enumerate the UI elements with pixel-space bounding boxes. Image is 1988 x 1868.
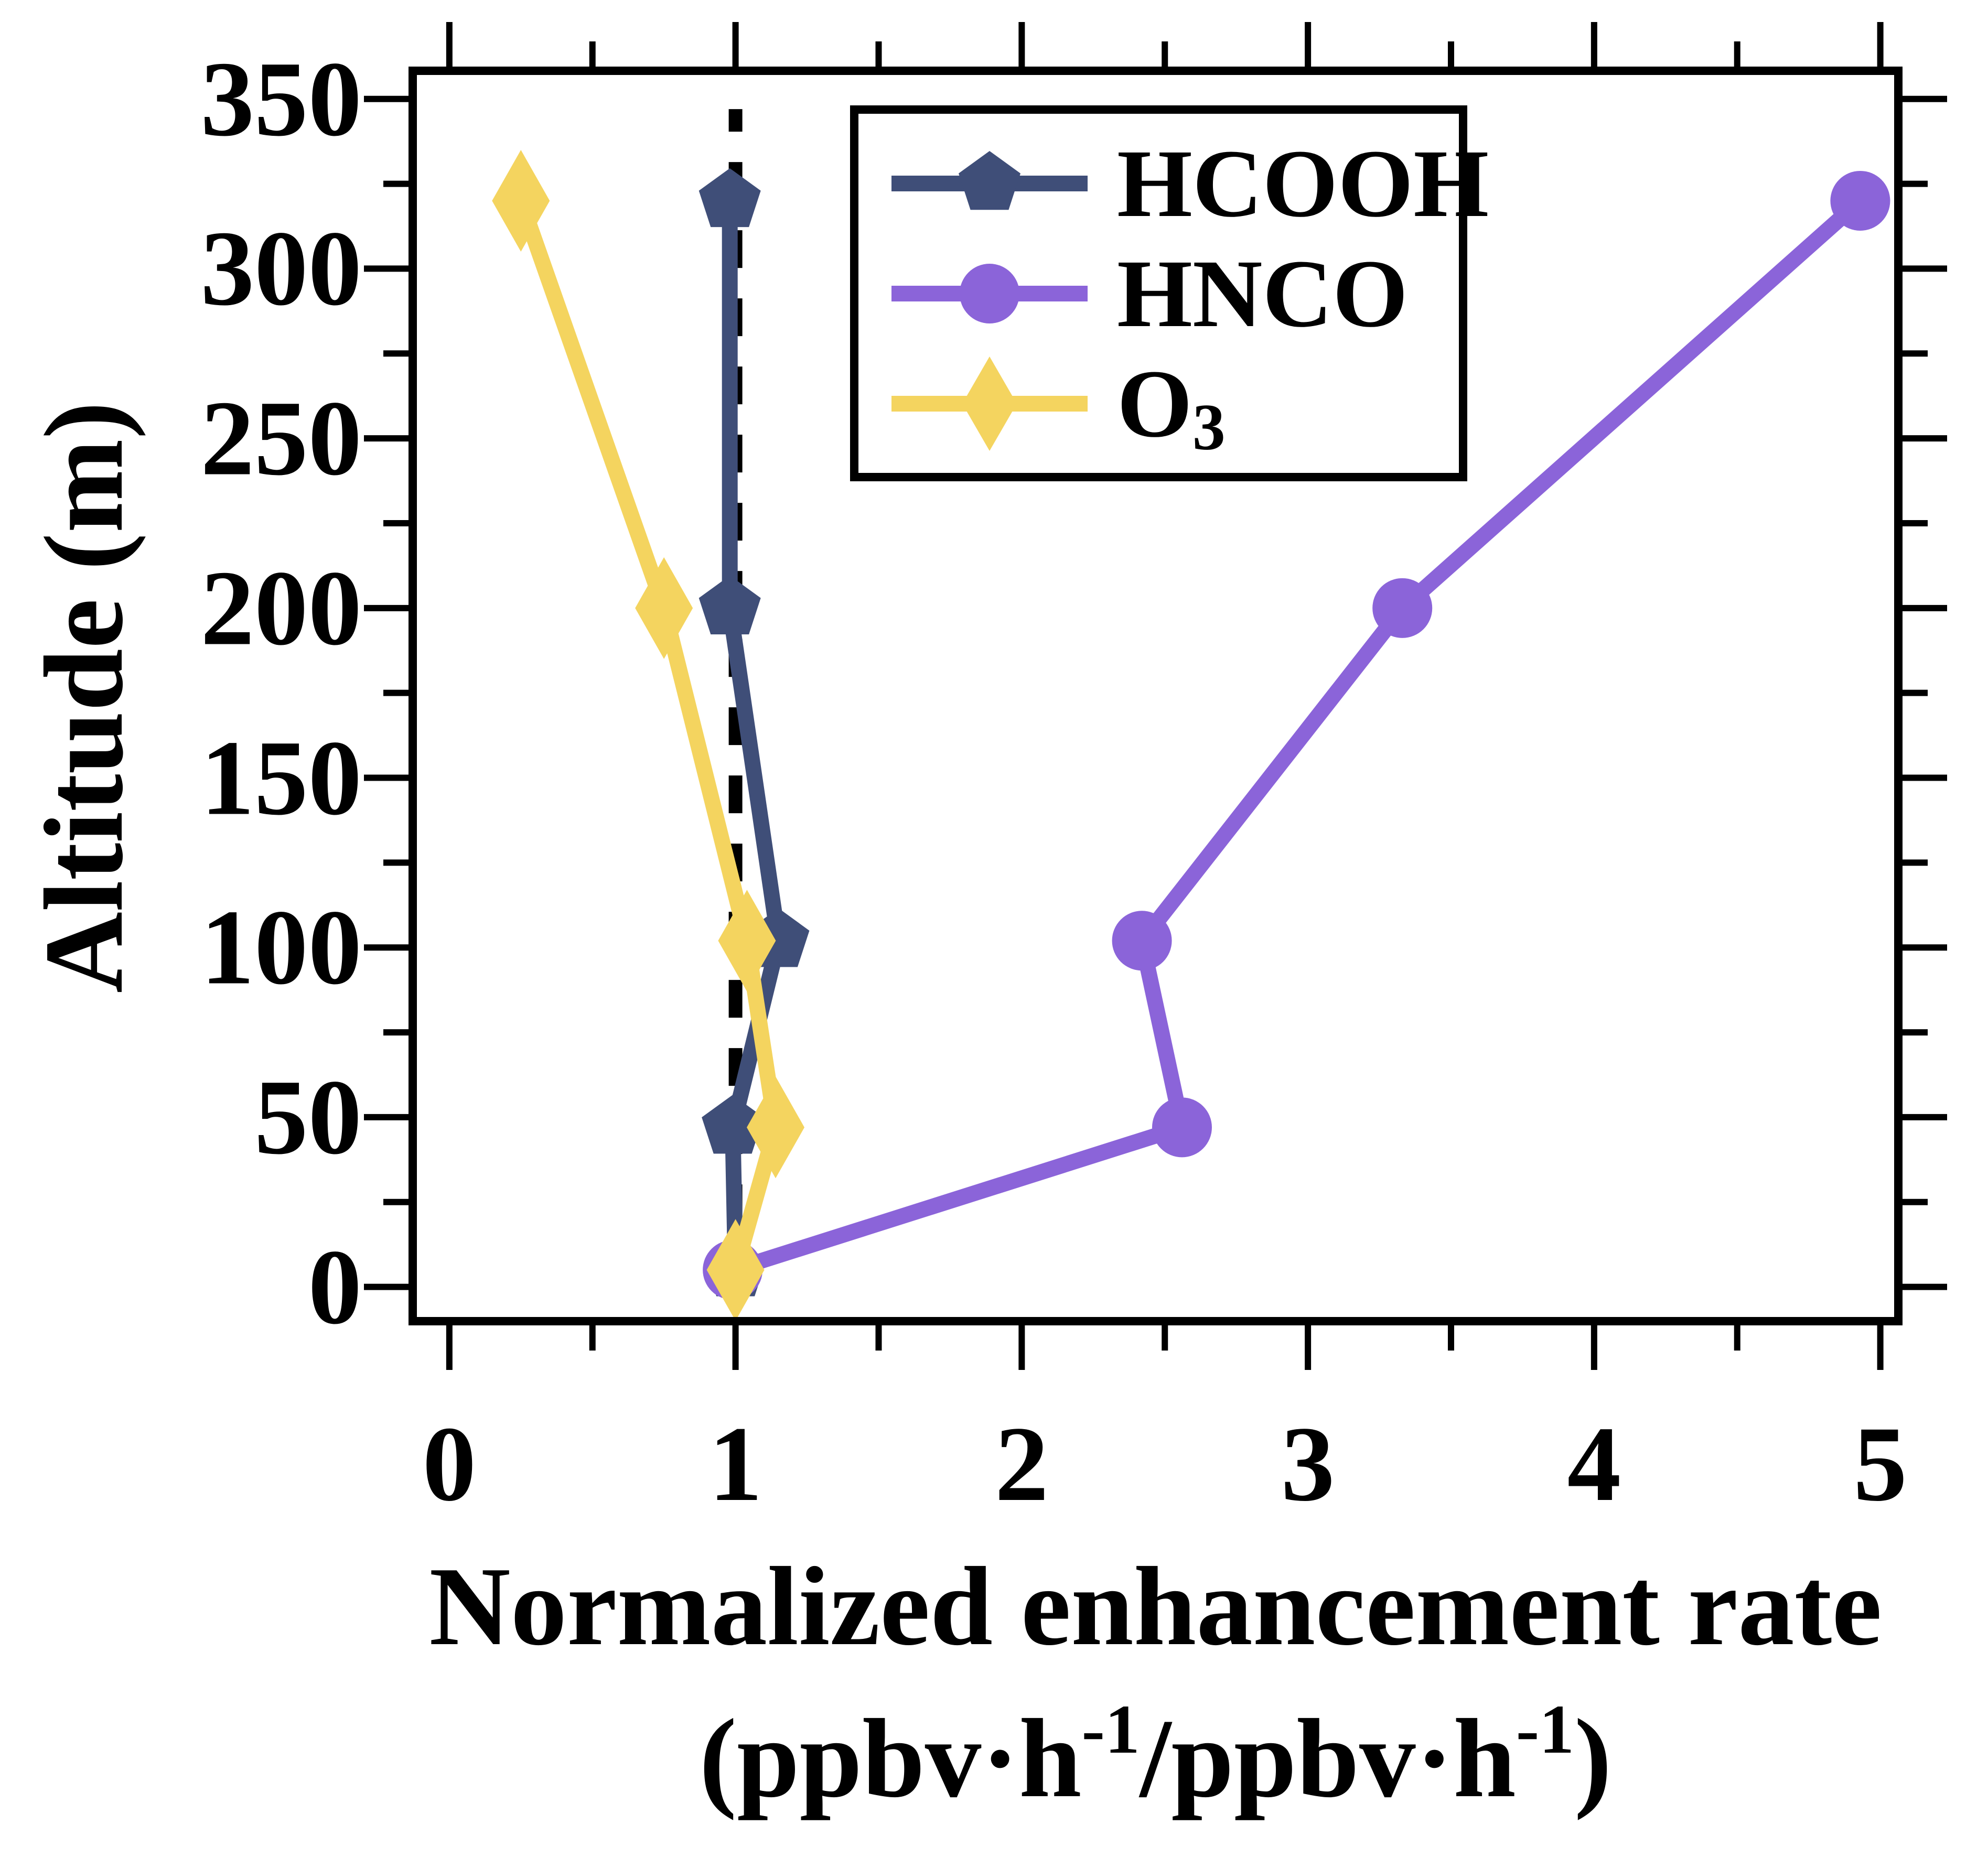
- legend-item-hcooh: HCOOH: [887, 128, 1489, 239]
- legend-item-o3: O3: [887, 349, 1459, 464]
- unit-text: (ppbv·h: [699, 1696, 1082, 1821]
- x-axis-title-line2: (ppbv·h-1/ppbv·h-1): [413, 1690, 1898, 1823]
- x-tick-label: 2: [995, 1405, 1049, 1524]
- legend-box: HCOOH HNCO O3: [850, 105, 1489, 481]
- y-tick-label: 100: [200, 888, 362, 1007]
- x-tick-label: 4: [1567, 1405, 1621, 1524]
- hcooh-pentagon-icon: [891, 151, 1088, 210]
- unit-text: ): [1574, 1696, 1612, 1821]
- hnco-circle-icon: [891, 264, 1088, 323]
- legend-label-hnco: HNCO: [1117, 240, 1408, 348]
- x-tick-label: 3: [1281, 1405, 1335, 1524]
- y-axis-title: Altitude (m): [21, 401, 146, 994]
- o3-diamond-icon: [891, 357, 1088, 451]
- unit-superscript: -1: [1516, 1690, 1574, 1768]
- x-tick-label: 0: [422, 1405, 477, 1524]
- plot-frame: [409, 67, 1903, 1325]
- y-tick-label: 50: [254, 1057, 362, 1177]
- axis-ticks: [364, 22, 1947, 1370]
- series-o3: [492, 149, 805, 1321]
- y-tick-label: 350: [200, 39, 362, 159]
- x-tick-label: 5: [1853, 1405, 1907, 1524]
- y-tick-label: 200: [200, 548, 362, 668]
- y-tick-label: 250: [200, 379, 362, 498]
- legend-item-hnco: HNCO: [887, 239, 1459, 349]
- unit-text: /ppbv·h: [1140, 1696, 1516, 1821]
- legend-label-o3: O3: [1117, 350, 1226, 464]
- legend-label-hcooh: HCOOH: [1117, 129, 1489, 237]
- y-tick-label: 0: [308, 1227, 362, 1347]
- unit-superscript: -1: [1081, 1690, 1140, 1768]
- y-tick-label: 300: [200, 209, 362, 328]
- y-tick-label: 150: [200, 718, 362, 838]
- x-tick-label: 1: [708, 1405, 762, 1524]
- x-axis-title-line1: Normalized enhancement rate: [429, 1543, 1882, 1669]
